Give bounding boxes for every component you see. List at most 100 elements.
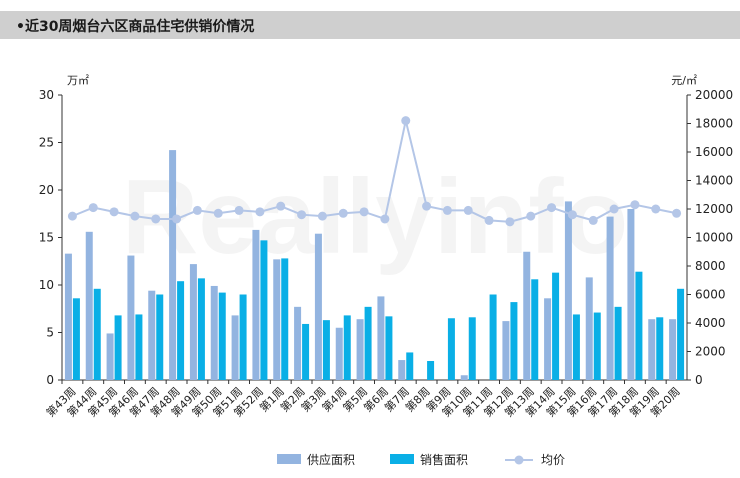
point-avg-price xyxy=(151,214,161,224)
legend-marker-price xyxy=(514,455,524,465)
y-right-tick-label: 12000 xyxy=(695,202,733,216)
y-right-tick-label: 18000 xyxy=(695,117,733,131)
point-avg-price xyxy=(651,204,661,214)
y-right-tick-label: 20000 xyxy=(695,88,733,102)
point-avg-price xyxy=(130,211,140,221)
bar-sales xyxy=(260,240,268,380)
title-bar: •近30周烟台六区商品住宅供销价情况 xyxy=(0,11,740,39)
bar-supply xyxy=(314,233,322,380)
bar-supply xyxy=(148,290,156,380)
y-right-tick-label: 10000 xyxy=(695,231,733,245)
bar-sales xyxy=(114,315,122,380)
bar-sales xyxy=(93,288,101,380)
bar-supply xyxy=(377,296,385,380)
point-avg-price xyxy=(484,215,494,225)
bar-supply xyxy=(398,360,406,380)
point-avg-price xyxy=(109,207,119,217)
point-avg-price xyxy=(297,210,307,220)
point-avg-price xyxy=(172,214,182,224)
y-right-tick-label: 4000 xyxy=(695,316,726,330)
point-avg-price xyxy=(442,205,452,215)
bar-supply xyxy=(273,259,281,380)
point-avg-price xyxy=(526,211,536,221)
point-avg-price xyxy=(359,207,369,217)
y-left-tick-label: 15 xyxy=(39,231,54,245)
bar-supply xyxy=(564,201,572,380)
bar-supply xyxy=(106,333,114,380)
bar-supply xyxy=(544,298,552,380)
chart-title: •近30周烟台六区商品住宅供销价情况 xyxy=(16,19,255,35)
bar-sales xyxy=(343,315,351,380)
bar-supply xyxy=(606,216,614,380)
bar-sales xyxy=(72,298,80,380)
point-avg-price xyxy=(213,208,223,218)
bar-sales xyxy=(552,272,560,380)
legend-label-supply: 供应面积 xyxy=(307,452,355,467)
bar-sales xyxy=(510,302,518,380)
bar-sales xyxy=(135,314,143,380)
y-left-tick-label: 25 xyxy=(39,136,54,150)
bar-supply xyxy=(523,251,531,380)
bar-sales xyxy=(677,288,685,380)
bar-sales xyxy=(177,281,185,380)
y-left-tick-label: 5 xyxy=(46,326,54,340)
y-left-tick-label: 20 xyxy=(39,183,54,197)
bar-supply xyxy=(669,319,677,380)
bar-sales xyxy=(656,317,664,380)
y-left-tick-label: 0 xyxy=(46,373,54,387)
point-avg-price xyxy=(630,200,640,210)
legend-label-price: 均价 xyxy=(541,453,565,467)
point-avg-price xyxy=(463,205,473,215)
bar-sales xyxy=(156,294,164,380)
point-avg-price xyxy=(380,214,390,224)
y-left-unit: 万㎡ xyxy=(67,74,89,87)
bar-supply xyxy=(627,209,635,380)
bar-sales xyxy=(468,317,476,380)
point-avg-price xyxy=(401,116,411,126)
legend-swatch-supply xyxy=(277,454,301,464)
bar-supply xyxy=(502,321,510,380)
legend-label-sales: 销售面积 xyxy=(420,452,468,467)
point-avg-price xyxy=(547,203,557,213)
point-avg-price xyxy=(609,204,619,214)
legend-swatch-sales xyxy=(390,454,414,464)
bar-sales xyxy=(239,294,247,380)
bar-sales xyxy=(593,312,601,380)
bar-supply xyxy=(231,315,239,380)
point-avg-price xyxy=(505,217,515,227)
point-avg-price xyxy=(192,205,202,215)
y-right-tick-label: 16000 xyxy=(695,145,733,159)
bar-supply xyxy=(585,277,593,380)
point-avg-price xyxy=(276,201,286,211)
bar-sales xyxy=(427,361,435,380)
bar-supply xyxy=(335,327,343,380)
bar-supply xyxy=(169,150,177,380)
bar-sales xyxy=(489,294,497,380)
y-left-tick-label: 10 xyxy=(39,278,54,292)
bar-supply xyxy=(127,255,135,380)
bar-sales xyxy=(406,352,414,380)
point-avg-price xyxy=(88,203,98,213)
bar-supply xyxy=(64,253,72,380)
bar-supply xyxy=(356,319,364,380)
bar-supply xyxy=(189,264,197,380)
bar-sales xyxy=(385,316,393,380)
point-avg-price xyxy=(255,207,265,217)
bar-sales xyxy=(281,258,289,380)
point-avg-price xyxy=(338,208,348,218)
bar-sales xyxy=(302,323,310,380)
bar-sales xyxy=(218,292,226,380)
bar-sales xyxy=(614,306,622,380)
y-right-tick-label: 0 xyxy=(695,373,703,387)
bar-sales xyxy=(635,271,643,380)
bar-sales xyxy=(364,306,372,380)
y-right-tick-label: 8000 xyxy=(695,259,726,273)
bar-supply xyxy=(648,319,656,380)
watermark: Reallyinfo xyxy=(122,158,629,276)
bar-supply xyxy=(85,231,93,380)
point-avg-price xyxy=(588,215,598,225)
point-avg-price xyxy=(422,201,432,211)
y-left-tick-label: 30 xyxy=(39,88,54,102)
bar-sales xyxy=(531,279,539,380)
